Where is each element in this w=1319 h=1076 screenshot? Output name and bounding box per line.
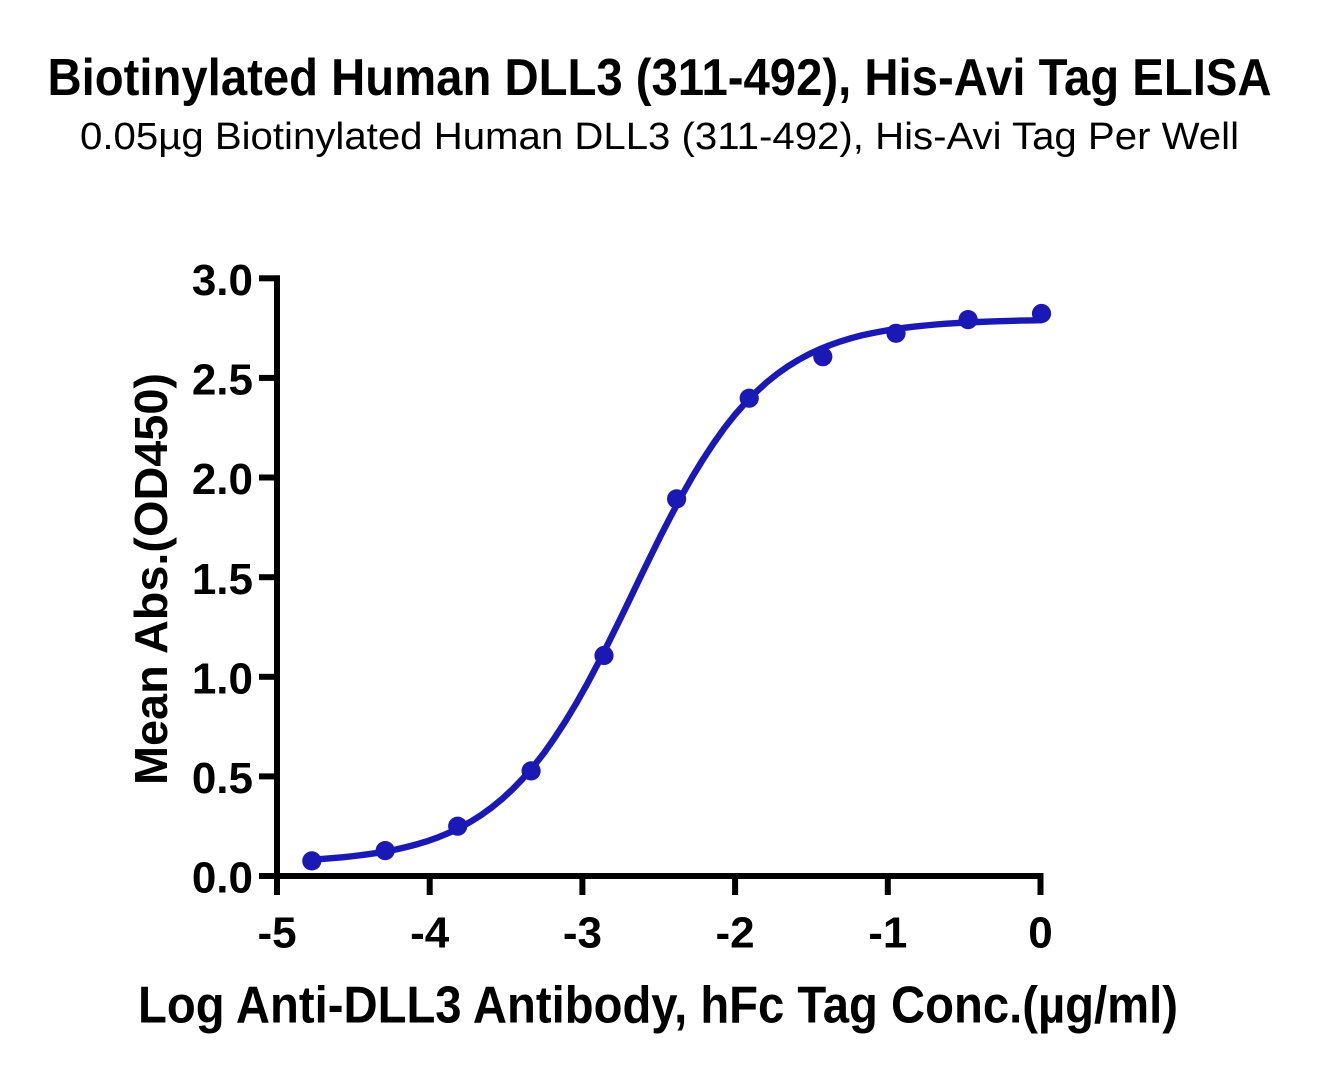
svg-text:Mean Abs.(OD450): Mean Abs.(OD450) — [125, 373, 177, 785]
svg-text:3.0: 3.0 — [192, 256, 253, 305]
svg-text:-1: -1 — [868, 909, 907, 958]
svg-text:2.5: 2.5 — [192, 356, 253, 405]
svg-text:1.5: 1.5 — [192, 555, 253, 604]
svg-text:-3: -3 — [563, 909, 602, 958]
svg-text:2.0: 2.0 — [192, 455, 253, 504]
svg-text:Log Anti-DLL3 Antibody, hFc Ta: Log Anti-DLL3 Antibody, hFc Tag Conc.(µg… — [138, 977, 1178, 1035]
svg-text:Biotinylated Human DLL3 (311-4: Biotinylated Human DLL3 (311-492), His-A… — [48, 49, 1272, 107]
svg-text:0.0: 0.0 — [192, 854, 253, 903]
svg-text:0.05µg Biotinylated Human DLL3: 0.05µg Biotinylated Human DLL3 (311-492)… — [80, 116, 1239, 158]
svg-text:-5: -5 — [257, 909, 296, 958]
svg-text:0: 0 — [1028, 909, 1052, 958]
svg-text:-2: -2 — [716, 909, 755, 958]
svg-text:-4: -4 — [410, 909, 450, 958]
svg-text:1.0: 1.0 — [192, 654, 253, 703]
svg-text:0.5: 0.5 — [192, 754, 253, 803]
